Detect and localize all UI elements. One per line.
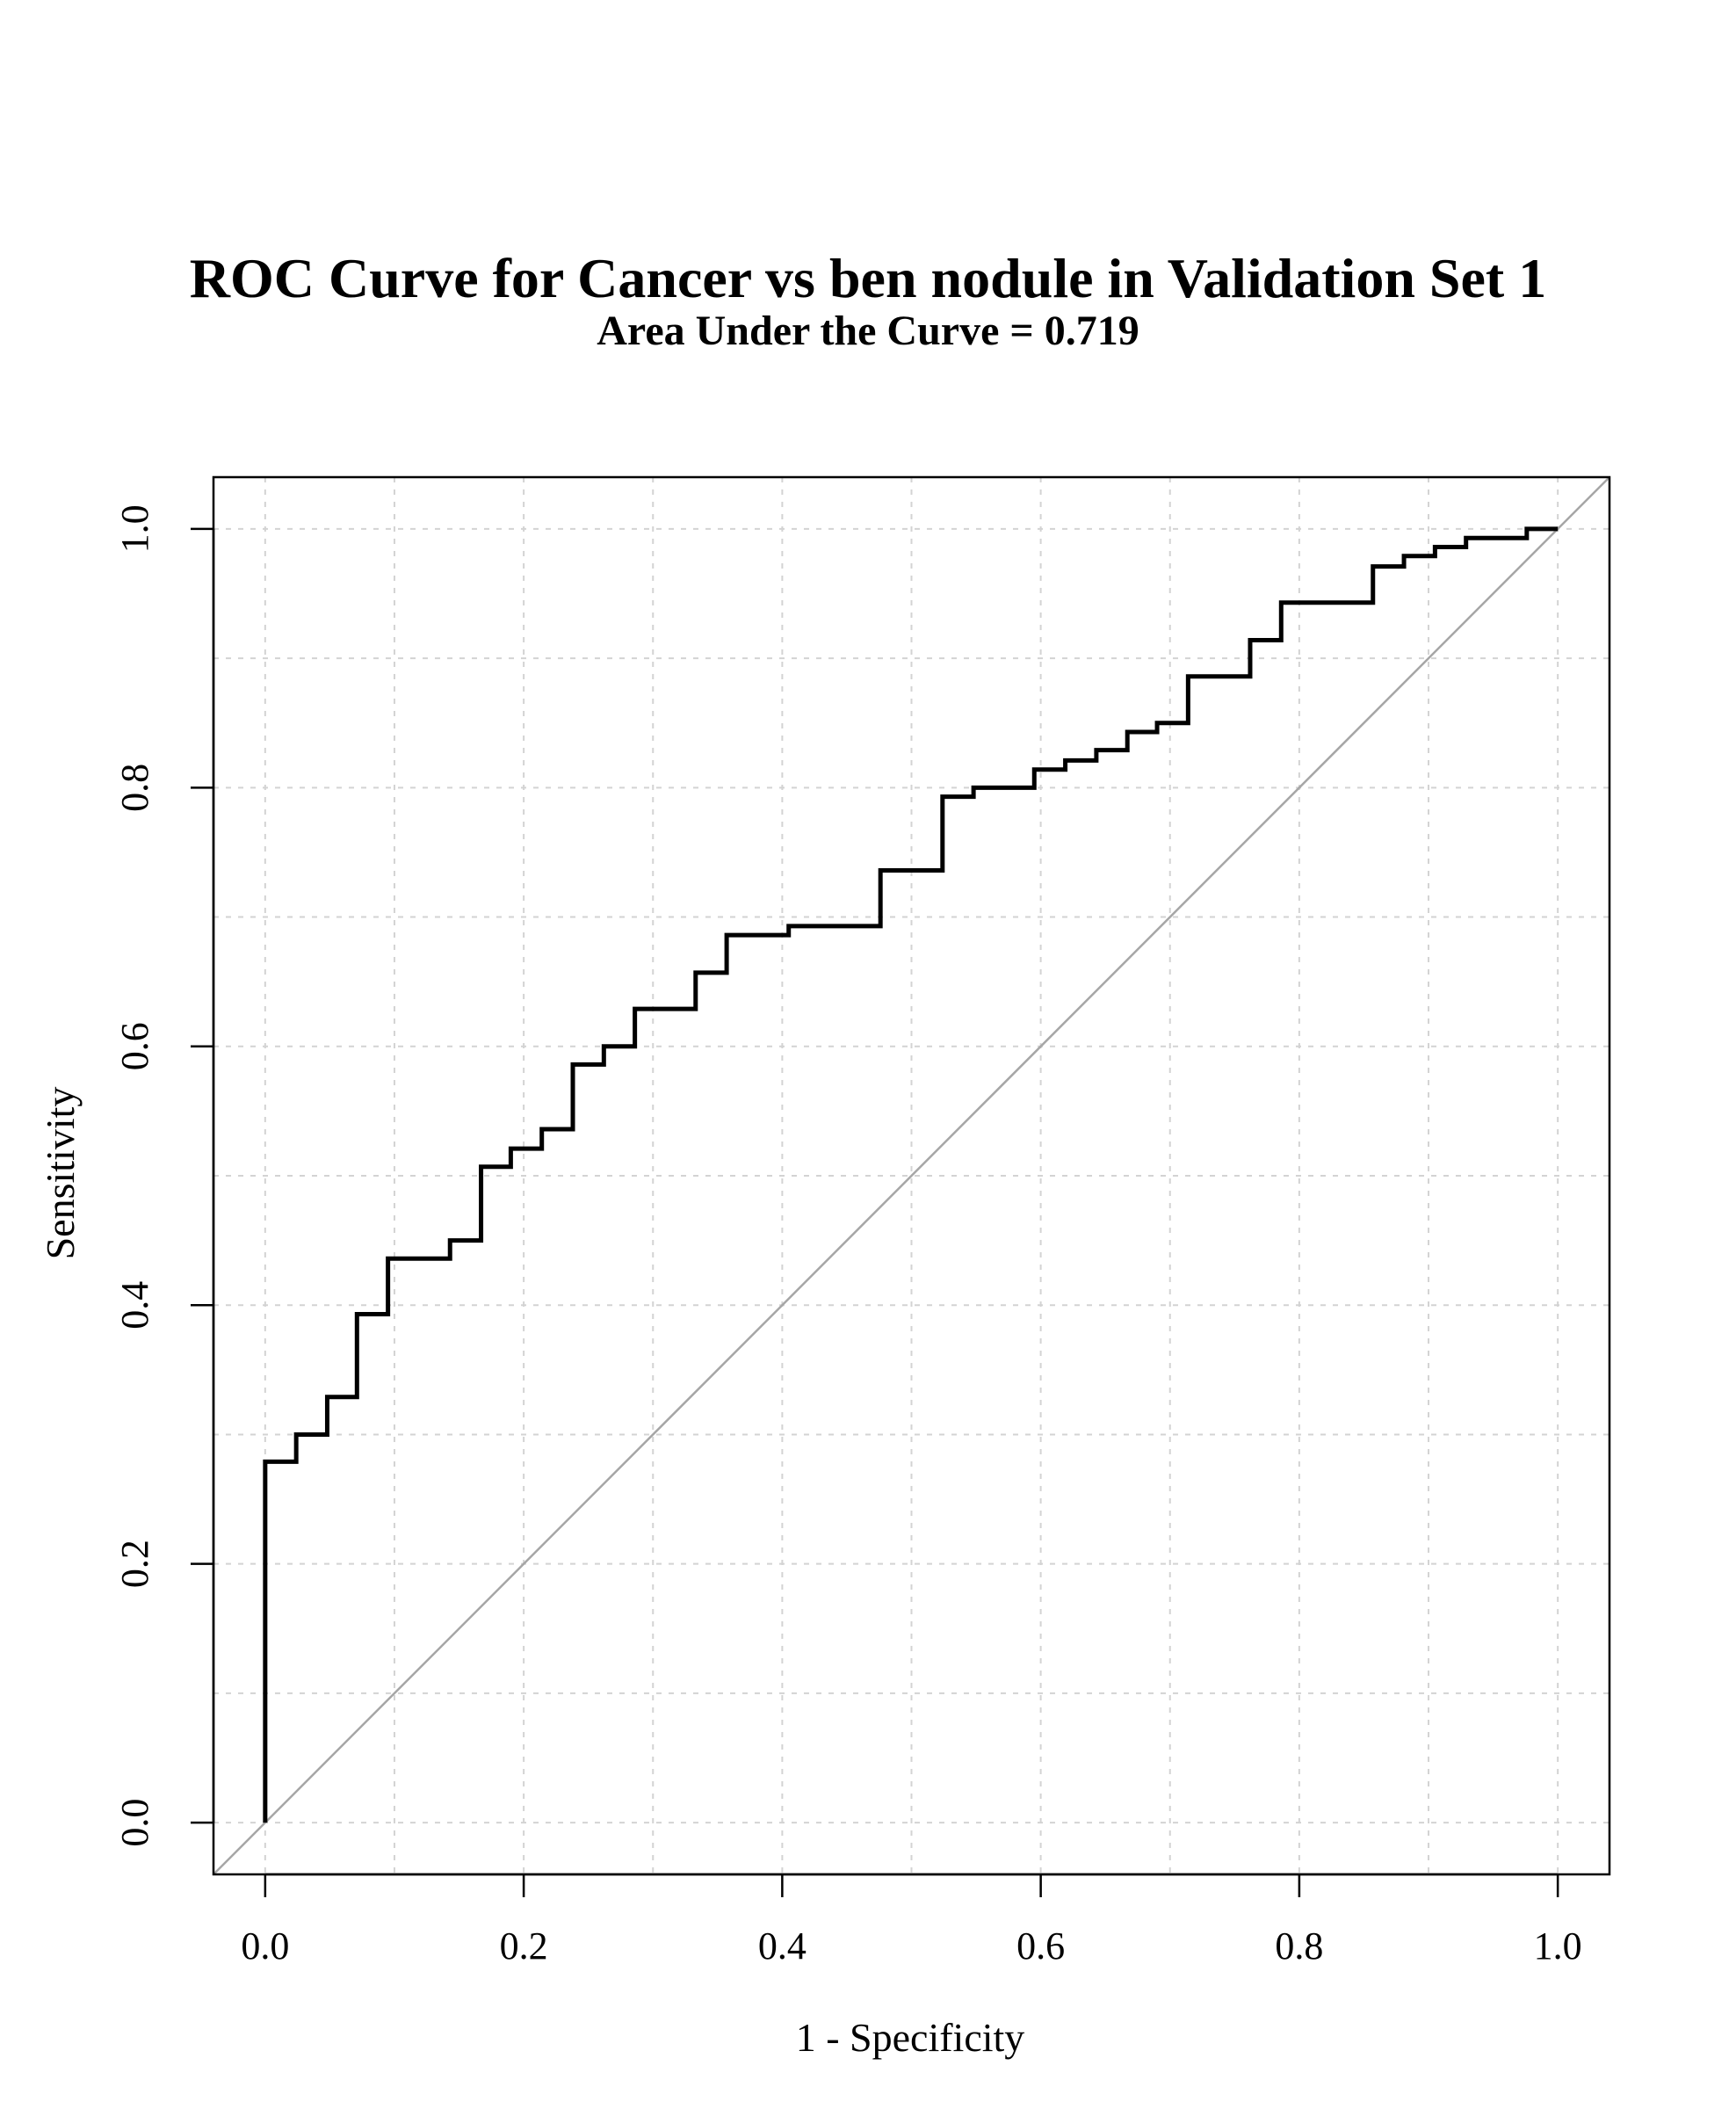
y-tick-label: 1.0 xyxy=(113,504,156,553)
y-tick-label: 0.6 xyxy=(113,1022,156,1070)
y-axis: 0.0 0.2 0.4 0.6 0.8 1.0 xyxy=(113,504,215,1847)
x-axis-label: 1 - Specificity xyxy=(796,2015,1025,2060)
y-axis-label: Sensitivity xyxy=(38,1087,83,1260)
y-tick-label: 0.4 xyxy=(113,1281,156,1330)
x-tick-label: 0.2 xyxy=(500,1924,548,1968)
x-tick-label: 0.6 xyxy=(1016,1924,1065,1968)
x-tick-label: 0.4 xyxy=(758,1924,807,1968)
y-tick-label: 0.0 xyxy=(113,1799,156,1847)
x-tick-label: 0.0 xyxy=(241,1924,289,1968)
y-tick-label: 0.2 xyxy=(113,1540,156,1588)
reference-diagonal-line xyxy=(213,476,1610,1875)
chart-title: ROC Curve for Cancer vs ben nodule in Va… xyxy=(190,247,1546,309)
chart-subtitle: Area Under the Curve = 0.719 xyxy=(597,308,1139,354)
roc-curve-line xyxy=(263,526,1559,1823)
x-tick-label: 1.0 xyxy=(1534,1924,1582,1968)
y-tick-label: 0.8 xyxy=(113,764,156,812)
x-axis: 0.0 0.2 0.4 0.6 0.8 1.0 xyxy=(241,1873,1582,1968)
x-tick-label: 0.8 xyxy=(1275,1924,1323,1968)
